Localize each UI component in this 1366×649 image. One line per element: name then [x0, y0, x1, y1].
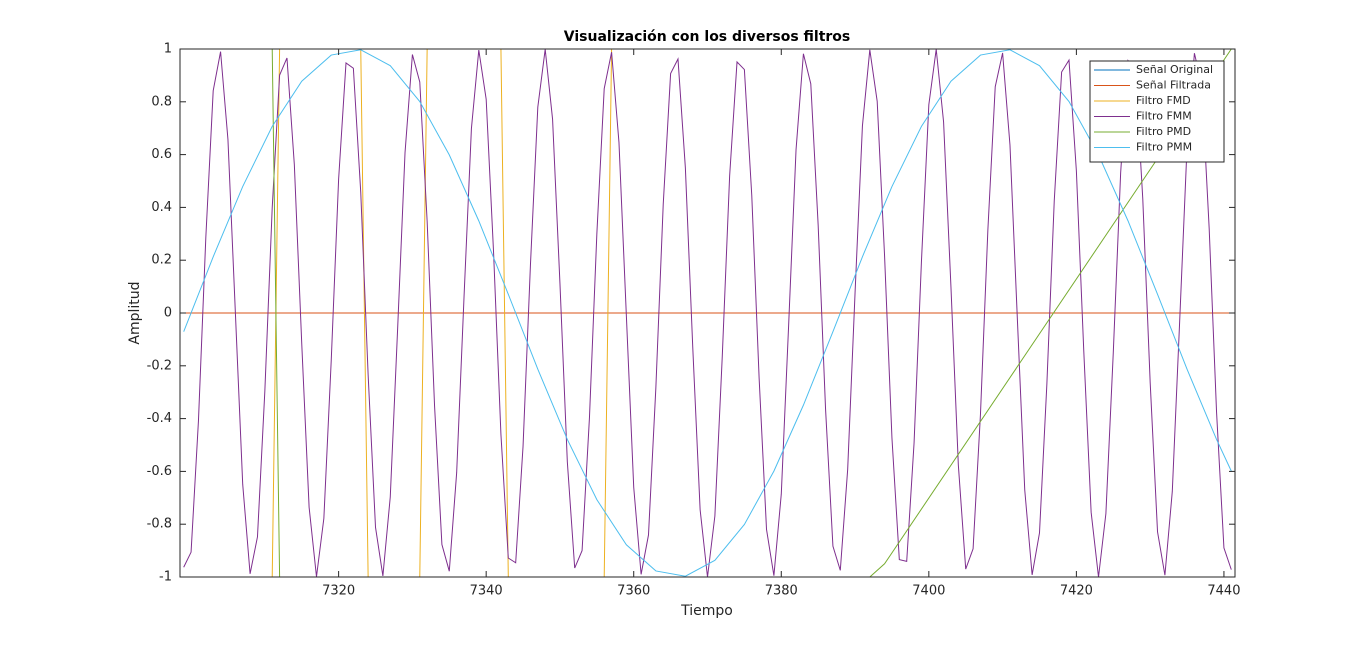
x-tick-label: 7400 — [912, 584, 945, 599]
series-line — [183, 49, 1232, 577]
x-tick-label: 7360 — [617, 584, 650, 599]
legend-box — [1089, 60, 1225, 163]
y-tick-label: -0.8 — [147, 517, 172, 532]
y-tick-label: 0.8 — [151, 94, 172, 109]
x-axis-label: Tiempo — [680, 603, 733, 619]
series-line — [183, 49, 1232, 577]
series-line — [183, 49, 1232, 577]
y-axis-label: Amplitud — [127, 281, 143, 344]
y-tick-label: -0.6 — [147, 464, 172, 479]
x-tick-label: 7320 — [322, 584, 355, 599]
y-tick-label: -0.4 — [147, 411, 172, 426]
y-tick-label: 0 — [164, 306, 172, 321]
plot-area — [183, 49, 1232, 577]
chart-title: Visualización con los diversos filtros — [564, 29, 851, 45]
y-tick-label: 0.4 — [151, 200, 172, 215]
series-line — [183, 49, 1232, 577]
legend-label: Filtro FMD — [1136, 94, 1191, 107]
y-tick-label: 0.2 — [151, 253, 172, 268]
x-tick-label: 7340 — [470, 584, 503, 599]
x-tick-label: 7380 — [765, 584, 798, 599]
x-tick-label: 7420 — [1060, 584, 1093, 599]
legend-label: Filtro PMM — [1136, 141, 1192, 154]
x-tick-label: 7440 — [1207, 584, 1240, 599]
legend-label: Señal Original — [1136, 63, 1213, 76]
legend-label: Filtro FMM — [1136, 110, 1192, 123]
y-tick-label: 0.6 — [151, 147, 172, 162]
legend-label: Señal Filtrada — [1136, 79, 1211, 92]
legend-label: Filtro PMD — [1136, 125, 1191, 138]
y-tick-label: -1 — [159, 570, 172, 585]
y-tick-label: 1 — [164, 42, 172, 57]
y-tick-label: -0.2 — [147, 358, 172, 373]
